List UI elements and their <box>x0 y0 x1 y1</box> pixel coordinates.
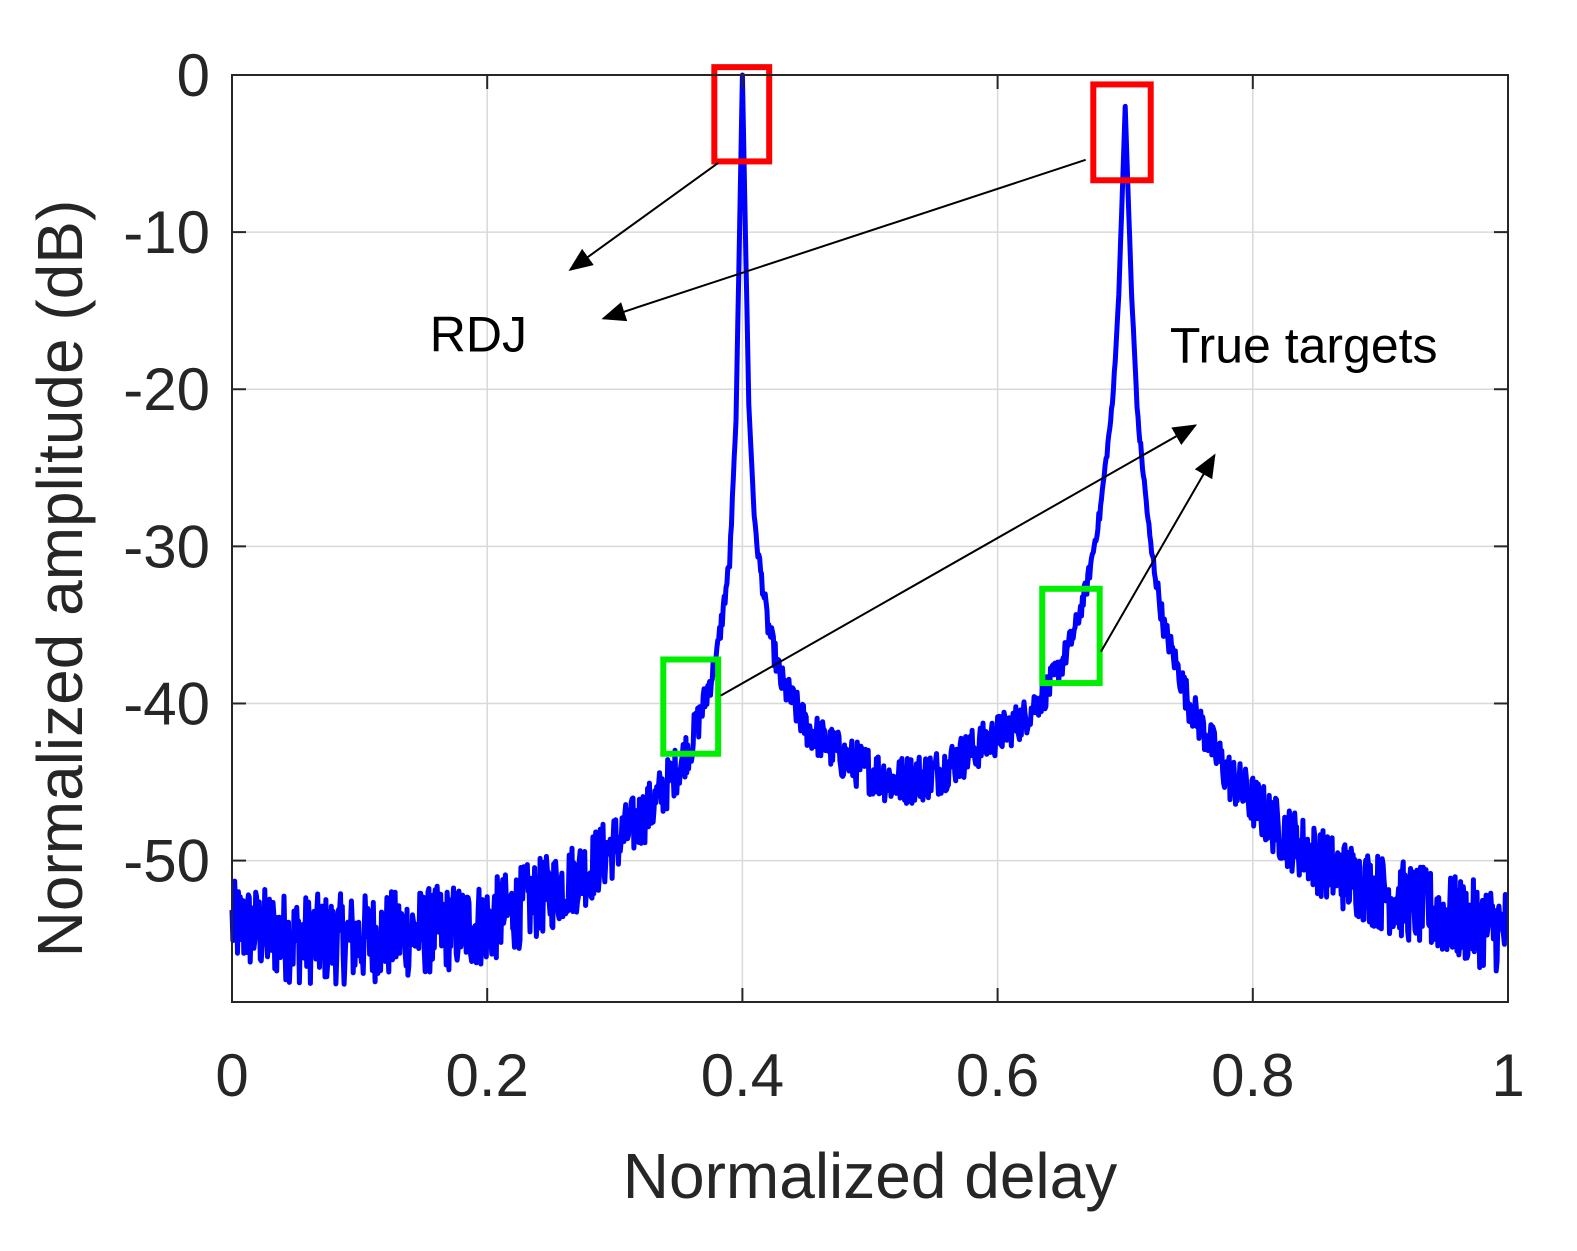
true-target-arrow <box>720 424 1198 697</box>
y-tick-label: 0 <box>177 42 210 109</box>
series-layer <box>229 72 1510 987</box>
true-target-highlight-box <box>660 656 722 757</box>
rdj-highlight-box <box>711 64 773 165</box>
arrow-layer <box>568 158 1216 697</box>
annotation-true-targets: True targets <box>1170 318 1438 374</box>
x-tick-label: 1 <box>1491 1042 1524 1109</box>
true-target-arrow <box>1100 453 1216 653</box>
x-tick-label: 0.4 <box>701 1042 784 1109</box>
true-target-highlight-box <box>1039 585 1103 687</box>
tick-layer: 0 0.2 0.4 0.6 0.8 1 0 -10 -20 -30 -40 -50 <box>123 42 1524 1109</box>
x-tick-label: 0.8 <box>1211 1042 1294 1109</box>
grid-layer <box>232 75 1508 1002</box>
x-tick-label: 0.2 <box>445 1042 528 1109</box>
y-axis-title: Normalized amplitude (dB) <box>24 200 96 958</box>
y-tick-label: -40 <box>123 670 210 737</box>
plot-frame <box>231 74 1509 1003</box>
x-tick-label: 0.6 <box>956 1042 1039 1109</box>
y-tick-label: -50 <box>123 828 210 895</box>
annotation-layer: RDJ True targets <box>430 307 1438 374</box>
y-tick-label: -30 <box>123 513 210 580</box>
annotation-rdj: RDJ <box>430 307 527 363</box>
highlight-box-layer <box>660 64 1154 757</box>
series-line <box>229 72 1510 987</box>
rdj-arrow <box>568 162 719 271</box>
x-axis-title: Normalized delay <box>623 1140 1117 1212</box>
axes-layer <box>231 74 1509 1003</box>
y-tick-label: -20 <box>123 356 210 423</box>
rdj-highlight-box <box>1090 81 1154 184</box>
rdj-arrow <box>601 158 1086 322</box>
x-tick-label: 0 <box>215 1042 248 1109</box>
label-layer: Normalized delay Normalized amplitude (d… <box>24 200 1117 1212</box>
y-tick-label: -10 <box>123 199 210 266</box>
